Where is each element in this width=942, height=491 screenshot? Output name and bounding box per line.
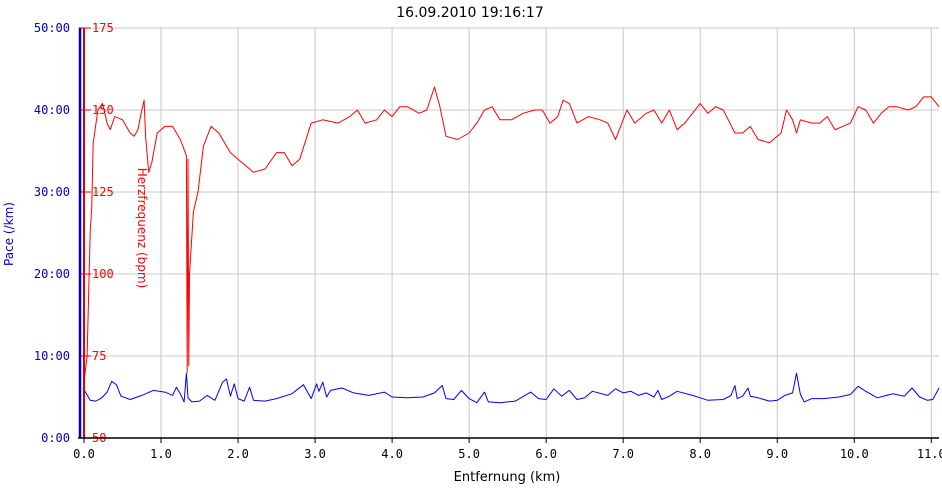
- hr-tick-label: 150: [92, 103, 114, 117]
- grid: [84, 27, 939, 438]
- axes: 0.0 1.0 2.0 3.0 4.0 5.0 6.0 7.0 8.0 9.0 10.0 11.0 0:…: [34, 21, 942, 461]
- x-tick-label: 6.0: [535, 447, 557, 461]
- hr-tick-label: 175: [92, 21, 114, 35]
- hr-tick-label: 125: [92, 185, 114, 199]
- hr-tick-label: 75: [92, 349, 106, 363]
- x-tick-label: 5.0: [458, 447, 480, 461]
- pace-tick-label: 30:00: [34, 185, 70, 199]
- x-tick-label: 0.0: [73, 447, 95, 461]
- y-axis-label-heart-rate: Herzfrequenz (bpm): [135, 168, 149, 289]
- pace-tick-label: 50:00: [34, 21, 70, 35]
- pace-tick-label: 0:00: [41, 431, 70, 445]
- x-tick-label: 4.0: [381, 447, 403, 461]
- hr-tick-label: 100: [92, 267, 114, 281]
- x-tick-label: 10.0: [840, 447, 869, 461]
- x-axis-label: Entfernung (km): [454, 470, 561, 485]
- y-axis-label-pace: Pace (/km): [2, 202, 16, 266]
- x-tick-label: 2.0: [227, 447, 249, 461]
- x-tick-label: 1.0: [150, 447, 172, 461]
- x-tick-label: 9.0: [766, 447, 788, 461]
- chart-title: 16.09.2010 19:16:17: [396, 5, 544, 21]
- pace-tick-label: 40:00: [34, 103, 70, 117]
- pace-tick-label: 10:00: [34, 349, 70, 363]
- x-tick-label: 8.0: [689, 447, 711, 461]
- heart-rate-series-line: [83, 86, 940, 383]
- x-tick-label: 7.0: [612, 447, 634, 461]
- pace-tick-label: 20:00: [34, 267, 70, 281]
- x-tick-label: 11.0: [917, 447, 942, 461]
- series-layer: [83, 86, 940, 404]
- pace-series-line: [83, 372, 940, 404]
- x-tick-label: 3.0: [304, 447, 326, 461]
